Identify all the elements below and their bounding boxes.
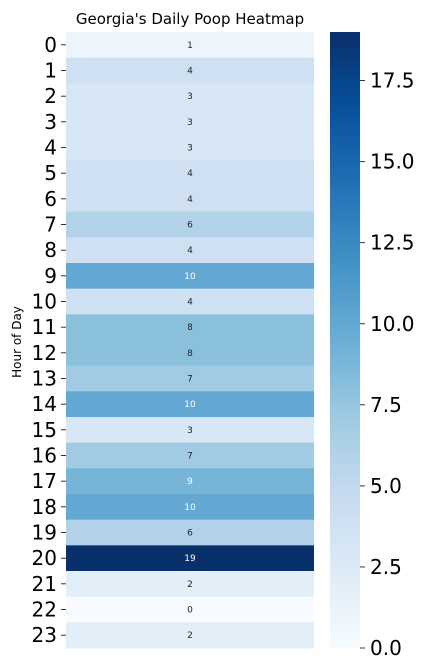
heatmap-cell	[66, 160, 314, 187]
y-tick-label: 20	[32, 546, 57, 570]
heatmap-cell	[66, 57, 314, 84]
y-tick-label: 6	[44, 187, 57, 211]
colorbar-tick-label: 10.0	[370, 312, 415, 336]
y-axis-label: Hour of Day	[10, 306, 24, 378]
y-tick-label: 19	[32, 521, 57, 545]
y-tick-label: 4	[44, 136, 57, 160]
cell-annotation: 1	[187, 41, 193, 51]
colorbar-tick-label: 12.5	[370, 231, 415, 255]
y-tick-label: 16	[32, 444, 57, 468]
cell-annotation: 19	[184, 554, 196, 564]
colorbar-tick-label: 17.5	[370, 69, 415, 93]
heatmap-cell	[66, 545, 314, 572]
y-tick-label: 11	[32, 315, 57, 339]
y-tick-label: 8	[44, 238, 57, 262]
heatmap-cell	[66, 622, 314, 649]
heatmap-cell	[66, 519, 314, 546]
heatmap-cell	[66, 288, 314, 315]
y-tick-label: 2	[44, 84, 57, 108]
colorbar-ticks: 0.0 2.5 5.0 7.5 10.0 12.5 15.0 17.5	[360, 69, 415, 660]
colorbar-tick-label: 0.0	[370, 636, 402, 660]
heatmap-cell	[66, 186, 314, 213]
cell-annotation: 3	[187, 92, 193, 102]
cell-annotations: 1 4 3 3 3 4 4 6 4 10 4 8 8 7 10 3 7 9 10 6 19 2 0 2	[184, 41, 196, 641]
cell-annotation: 3	[187, 426, 193, 436]
heatmap-cell	[66, 32, 314, 59]
cell-annotation: 8	[187, 323, 193, 333]
heatmap-cell	[66, 571, 314, 598]
heatmap-cell	[66, 340, 314, 367]
cell-annotation: 7	[187, 452, 193, 462]
cell-annotation: 4	[187, 246, 193, 256]
colorbar-tick-label: 2.5	[370, 555, 402, 579]
y-tick-label: 12	[32, 341, 57, 365]
cell-annotation: 10	[184, 272, 196, 282]
heatmap-cell	[66, 211, 314, 238]
heatmap-cell	[66, 417, 314, 444]
y-tick-label: 22	[32, 598, 57, 622]
y-tick-label: 5	[44, 161, 57, 185]
heatmap-cell	[66, 83, 314, 110]
heatmap-cells	[66, 32, 314, 649]
cell-annotation: 6	[187, 221, 193, 231]
cell-annotation: 2	[187, 580, 193, 590]
cell-annotation: 4	[187, 67, 193, 77]
y-tick-label: 18	[32, 495, 57, 519]
cell-annotation: 4	[187, 195, 193, 205]
heatmap-cell	[66, 237, 314, 264]
cell-annotation: 7	[187, 375, 193, 385]
cell-annotation: 3	[187, 144, 193, 154]
colorbar	[330, 32, 360, 648]
cell-annotation: 4	[187, 298, 193, 308]
colorbar-tick-label: 5.0	[370, 474, 402, 498]
heatmap-cell	[66, 134, 314, 161]
colorbar-tick-label: 15.0	[370, 150, 415, 174]
y-tick-label: 9	[44, 264, 57, 288]
y-tick-label: 7	[44, 213, 57, 237]
cell-annotation: 10	[184, 503, 196, 513]
y-tick-label: 10	[32, 290, 57, 314]
heatmap-cell	[66, 109, 314, 136]
cell-annotation: 4	[187, 169, 193, 179]
heatmap-cell	[66, 263, 314, 290]
heatmap-cell	[66, 314, 314, 341]
cell-annotation: 0	[187, 606, 193, 616]
y-tick-label: 21	[32, 572, 57, 596]
heatmap-cell	[66, 596, 314, 623]
heatmap-cell	[66, 468, 314, 495]
heatmap-cell	[66, 391, 314, 418]
cell-annotation: 9	[187, 477, 193, 487]
heatmap-cell	[66, 494, 314, 521]
cell-annotation: 6	[187, 529, 193, 539]
y-tick-label: 3	[44, 110, 57, 134]
cell-annotation: 8	[187, 349, 193, 359]
cell-annotation: 10	[184, 400, 196, 410]
colorbar-tick-label: 7.5	[370, 393, 402, 417]
y-tick-label: 13	[32, 367, 57, 391]
cell-annotation: 3	[187, 118, 193, 128]
y-tick-label: 17	[32, 469, 57, 493]
chart-title: Georgia's Daily Poop Heatmap	[76, 10, 304, 28]
y-tick-label: 0	[44, 33, 57, 57]
heatmap-cell	[66, 365, 314, 392]
y-tick-label: 14	[32, 392, 57, 416]
y-tick-label: 1	[44, 59, 57, 83]
y-tick-label: 15	[32, 418, 57, 442]
cell-annotation: 2	[187, 631, 193, 641]
heatmap-cell	[66, 442, 314, 469]
y-tick-label: 23	[32, 623, 57, 647]
